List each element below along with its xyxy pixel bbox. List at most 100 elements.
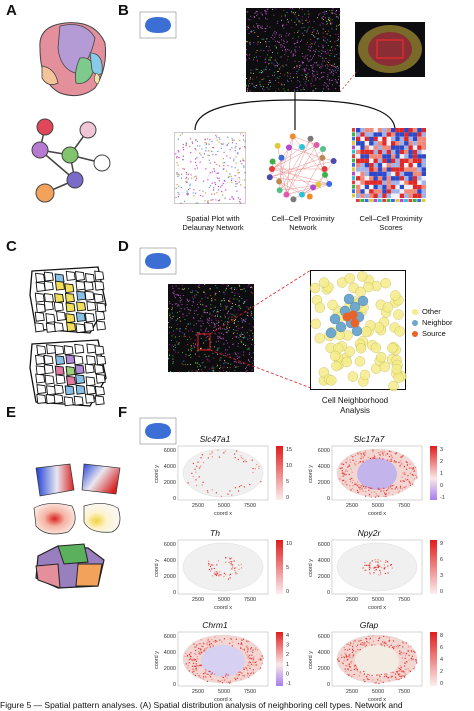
colorbar-tick: 8 <box>440 633 443 639</box>
y-tick: 2000 <box>318 666 330 672</box>
colorbar-tick: 9 <box>440 541 443 547</box>
gene-title: Gfap <box>359 620 379 630</box>
colorbar-tick: 1 <box>286 662 289 668</box>
x-tick: 5000 <box>372 503 384 509</box>
colorbar-tick: 0 <box>286 495 289 501</box>
figure-caption: Figure 5 — Spatial pattern analyses. (A)… <box>0 700 403 710</box>
gene-title: Slc47a1 <box>199 434 231 444</box>
x-tick: 7500 <box>244 503 256 509</box>
y-tick: 0 <box>173 682 176 688</box>
y-tick: 4000 <box>164 650 176 656</box>
y-tick: 0 <box>327 590 330 596</box>
y-tick: 6000 <box>164 448 176 454</box>
x-tick: 7500 <box>244 597 256 603</box>
x-tick: 2500 <box>346 689 358 695</box>
y-axis-label: coord y <box>154 559 160 577</box>
neighborhood-legend: Other Neighbor Source <box>412 306 472 339</box>
expression-plot: 0 2000 4000 6000 2500 5000 7500 coord y coord x 4… <box>154 631 291 703</box>
y-tick: 4000 <box>318 464 330 470</box>
brain-orientation-icon <box>139 11 177 39</box>
neighborhood-overview-plot <box>168 284 255 373</box>
y-tick: 6000 <box>318 634 330 640</box>
y-tick: 0 <box>327 496 330 502</box>
legend-item: Neighbor <box>412 317 472 328</box>
y-tick: 6000 <box>318 542 330 548</box>
y-tick: 0 <box>173 590 176 596</box>
panel-label-b: B <box>118 2 129 19</box>
x-tick: 5000 <box>218 597 230 603</box>
colorbar-tick: 2 <box>286 652 289 658</box>
y-tick: 6000 <box>164 634 176 640</box>
whole-brain-thumbnail <box>355 22 425 77</box>
panel-label-c: C <box>6 238 17 255</box>
x-axis-label: coord x <box>368 511 386 517</box>
y-tick: 4000 <box>164 558 176 564</box>
x-axis-label: coord x <box>214 511 232 517</box>
panel-label-e: E <box>6 404 17 421</box>
x-tick: 2500 <box>192 503 204 509</box>
brain-orientation-icon-f <box>139 417 177 445</box>
brain-region-schematic <box>39 22 106 97</box>
legend-label: Other <box>422 307 441 316</box>
x-tick: 5000 <box>372 689 384 695</box>
neighborhood-zoom-plot <box>309 270 407 392</box>
y-tick: 4000 <box>164 464 176 470</box>
legend-swatch <box>412 319 418 326</box>
network-caption: Cell–Cell Proximity Network <box>271 214 335 232</box>
x-axis-label: coord x <box>368 605 386 611</box>
x-axis-label: coord x <box>368 697 386 703</box>
x-axis-label: coord x <box>214 697 232 703</box>
y-tick: 6000 <box>164 542 176 548</box>
y-tick: 6000 <box>318 448 330 454</box>
expression-plot: 0 2000 4000 6000 2500 5000 7500 coord y coord x 1… <box>154 445 292 517</box>
spatial-overview-plot <box>246 8 341 93</box>
colorbar-tick: 3 <box>440 447 443 453</box>
y-axis-label: coord y <box>308 559 314 577</box>
x-axis-label: coord x <box>214 605 232 611</box>
gene-title: Slc17a7 <box>353 434 385 444</box>
delaunay-plot <box>174 132 246 204</box>
x-tick: 7500 <box>398 689 410 695</box>
legend-item: Other <box>412 306 472 317</box>
gene-title: Th <box>210 528 220 538</box>
x-tick: 7500 <box>244 689 256 695</box>
expression-plot: 0 2000 4000 6000 2500 5000 7500 coord y coord x 8… <box>308 631 443 703</box>
colorbar-tick: 6 <box>440 557 443 563</box>
colorbar-tick: 2 <box>440 669 443 675</box>
x-tick: 5000 <box>372 597 384 603</box>
gene-title: Chrm1 <box>202 620 228 630</box>
colorbar-tick: 0 <box>286 671 289 677</box>
gradient-schematic <box>33 463 121 589</box>
y-tick: 2000 <box>164 574 176 580</box>
legend-item: Source <box>412 328 472 339</box>
panel-label-a: A <box>6 2 17 19</box>
colorbar-tick: 3 <box>286 643 289 649</box>
y-tick: 0 <box>327 682 330 688</box>
colorbar-tick: 0 <box>440 681 443 687</box>
expression-plot: 0 2000 4000 6000 2500 5000 7500 coord y coord x 1… <box>154 539 292 611</box>
x-tick: 5000 <box>218 503 230 509</box>
delaunay-caption: Spatial Plot with Delaunay Network <box>182 214 244 232</box>
y-axis-label: coord y <box>308 465 314 483</box>
x-tick: 2500 <box>192 597 204 603</box>
brain-orientation-icon-d <box>139 247 177 275</box>
y-tick: 0 <box>173 496 176 502</box>
legend-swatch <box>412 330 418 337</box>
colorbar-tick: 0 <box>440 589 443 595</box>
colorbar-tick: 10 <box>286 463 292 469</box>
proximity-heatmap <box>352 128 428 204</box>
legend-swatch <box>412 308 418 315</box>
colorbar-tick: 2 <box>440 459 443 465</box>
legend-label: Neighbor <box>422 318 453 327</box>
y-tick: 2000 <box>164 480 176 486</box>
x-tick: 7500 <box>398 597 410 603</box>
colorbar-tick: 0 <box>286 589 289 595</box>
colorbar-tick: 5 <box>286 565 289 571</box>
zoom-connector <box>339 69 359 93</box>
colorbar-tick: 4 <box>440 657 443 663</box>
y-tick: 2000 <box>318 574 330 580</box>
colorbar-tick: 0 <box>440 483 443 489</box>
tissue-domain-schematic-bottom <box>29 339 107 407</box>
colorbar-tick: 10 <box>286 541 292 547</box>
zoom-lines-d <box>197 269 312 389</box>
